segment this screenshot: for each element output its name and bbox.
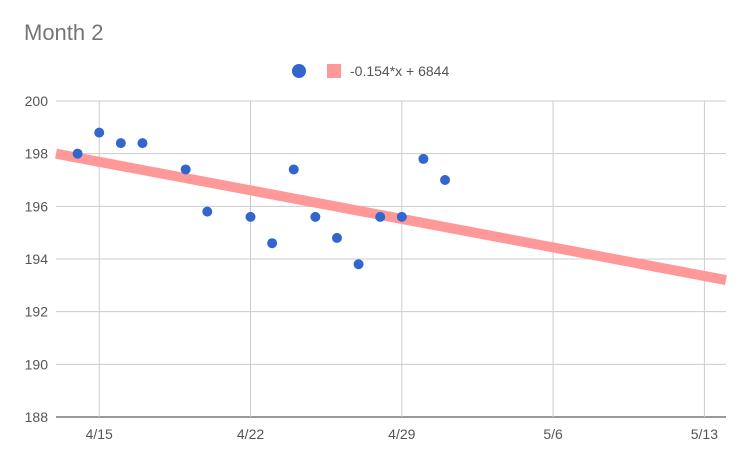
y-axis-ticks: 188 190 192 194 196 198 200 [25,93,49,425]
data-points [72,127,451,270]
data-point [375,211,386,222]
y-tick-label: 196 [25,198,49,214]
data-point [267,238,278,249]
y-tick-label: 200 [25,93,49,109]
data-point [72,148,83,159]
y-tick-label: 188 [25,409,49,425]
data-point [353,259,364,270]
grid-lines [56,100,726,418]
y-tick-label: 198 [25,146,49,162]
data-point [418,153,429,164]
y-tick-label: 190 [25,356,49,372]
chart-title: Month 2 [24,20,104,45]
x-tick-label: 4/29 [388,426,415,442]
data-point [137,138,148,149]
y-tick-label: 192 [25,304,49,320]
legend-trendline-marker [327,64,341,78]
x-tick-label: 4/15 [86,426,113,442]
x-tick-label: 4/22 [237,426,264,442]
data-point [288,164,299,175]
x-tick-label: 5/6 [543,426,563,442]
data-point [440,175,451,185]
data-point [396,211,407,222]
data-point [94,127,105,138]
data-point [115,138,126,149]
data-point [310,211,321,222]
x-tick-label: 5/13 [691,426,718,442]
data-point [202,206,213,217]
trendline [55,148,727,285]
legend-trendline-label: -0.154*x + 6844 [350,63,449,79]
data-point [331,232,342,243]
legend: -0.154*x + 6844 [292,63,449,79]
x-axis-ticks: 4/15 4/22 4/29 5/6 5/13 [86,426,719,442]
legend-series-marker [292,64,306,78]
data-point [245,211,256,222]
trendline-layer [55,148,727,285]
y-tick-label: 194 [25,251,49,267]
data-point [180,164,191,175]
